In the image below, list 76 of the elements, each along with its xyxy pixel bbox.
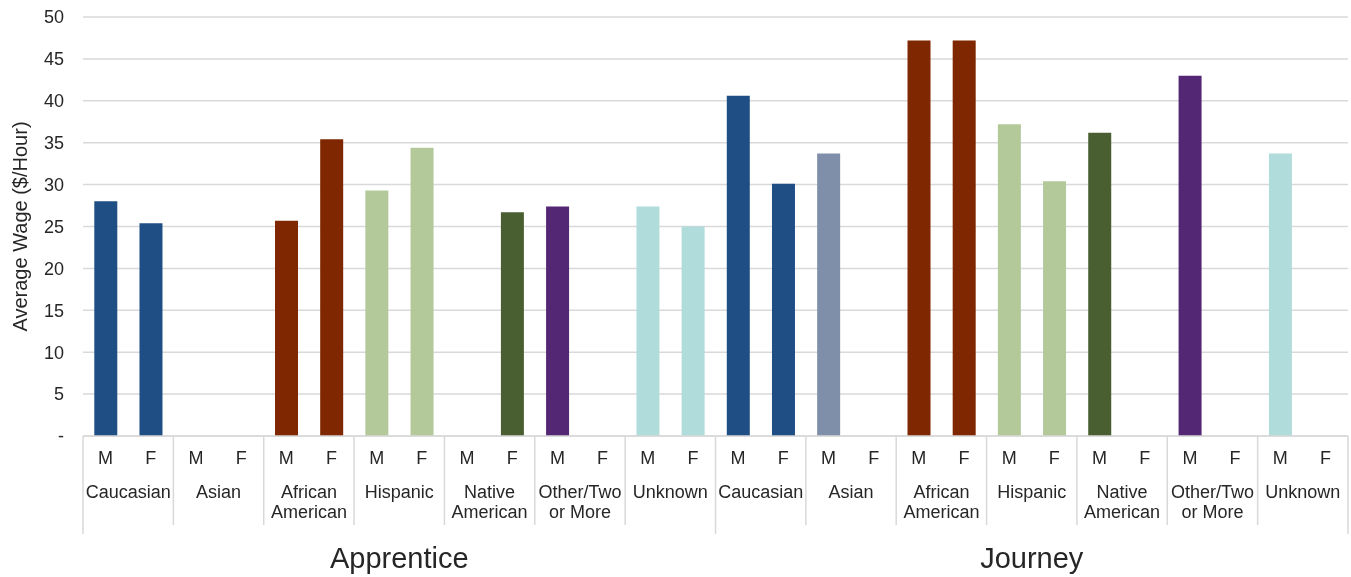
x-tick-label: M [369,447,385,468]
bar [907,40,931,436]
bar [636,206,660,436]
x-tick-label: M [1092,447,1108,468]
x-tick-label: M [911,447,927,468]
text: Unknown [1265,482,1341,502]
y-tick-label: 5 [53,384,64,405]
x-tick-label: F [506,447,518,468]
bar [365,190,389,436]
text: Caucasian [718,482,804,502]
x-tick-label: M [278,447,294,468]
bar [997,124,1021,436]
x-tick-label: F [597,447,609,468]
x-tick-label: F [416,447,428,468]
text: Native American [1084,482,1161,522]
x-tick-label: F [868,447,880,468]
x-tick-label: F [1139,447,1151,468]
text: Unknown [632,482,708,502]
bar [94,201,118,436]
y-tick-label: - [58,426,64,447]
x-tick-label: F [777,447,789,468]
bar [1043,181,1067,436]
text: Caucasian [85,482,171,502]
x-tick-label: F [325,447,337,468]
text: Other/Two or More [1170,482,1254,522]
x-tick-label: M [459,447,475,468]
x-tick-label: M [549,447,565,468]
y-tick-label: 35 [43,133,64,154]
bar [681,226,705,436]
bar [952,40,976,436]
bar [546,206,570,436]
bar [500,212,524,436]
x-tick-label: M [1001,447,1017,468]
x-tick-label: F [1319,447,1331,468]
bar [320,139,344,436]
text: African American [270,482,347,522]
x-tick-label: F [1048,447,1060,468]
bar [139,223,163,436]
y-tick-label: 25 [43,216,64,237]
y-tick-label: 45 [43,49,64,70]
x-tick-label: M [730,447,746,468]
text: Other/Two or More [538,482,622,522]
text: Asian [196,482,242,502]
x-tick-label: F [687,447,699,468]
text: Journey [980,542,1084,574]
x-tick-label: M [98,447,114,468]
x-tick-label: M [188,447,204,468]
bar [1088,132,1112,436]
x-tick-label: M [1272,447,1288,468]
bar [1268,153,1292,436]
x-tick-label: F [235,447,247,468]
y-tick-label: 10 [43,342,64,363]
x-tick-label: F [145,447,157,468]
bar [817,153,841,436]
bar [771,183,795,436]
text: African American [903,482,980,522]
x-tick-label: M [640,447,656,468]
y-axis-title: Average Wage ($/Hour) [9,121,31,332]
x-tick-label: M [1182,447,1198,468]
bar [410,147,434,436]
y-tick-label: 30 [43,174,64,195]
y-tick-label: 40 [43,91,64,112]
bar [275,220,299,436]
bar [726,95,750,436]
text: Hispanic [997,482,1067,502]
x-tick-label: M [820,447,836,468]
text: Native American [451,482,528,522]
text: Hispanic [364,482,434,502]
x-tick-label: F [958,447,970,468]
y-tick-label: 15 [43,300,64,321]
bar [1178,75,1202,436]
text: Asian [828,482,874,502]
text: Apprentice [329,542,469,574]
y-tick-label: 20 [43,258,64,279]
x-tick-label: F [1229,447,1241,468]
y-tick-label: 50 [43,7,64,28]
